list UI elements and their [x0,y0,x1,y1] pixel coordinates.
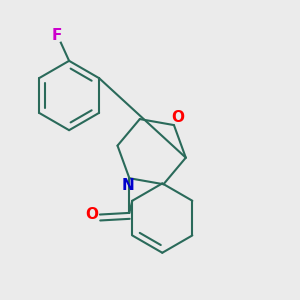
Text: O: O [85,207,98,222]
Text: F: F [52,28,62,43]
Text: N: N [121,178,134,193]
Text: O: O [171,110,184,125]
